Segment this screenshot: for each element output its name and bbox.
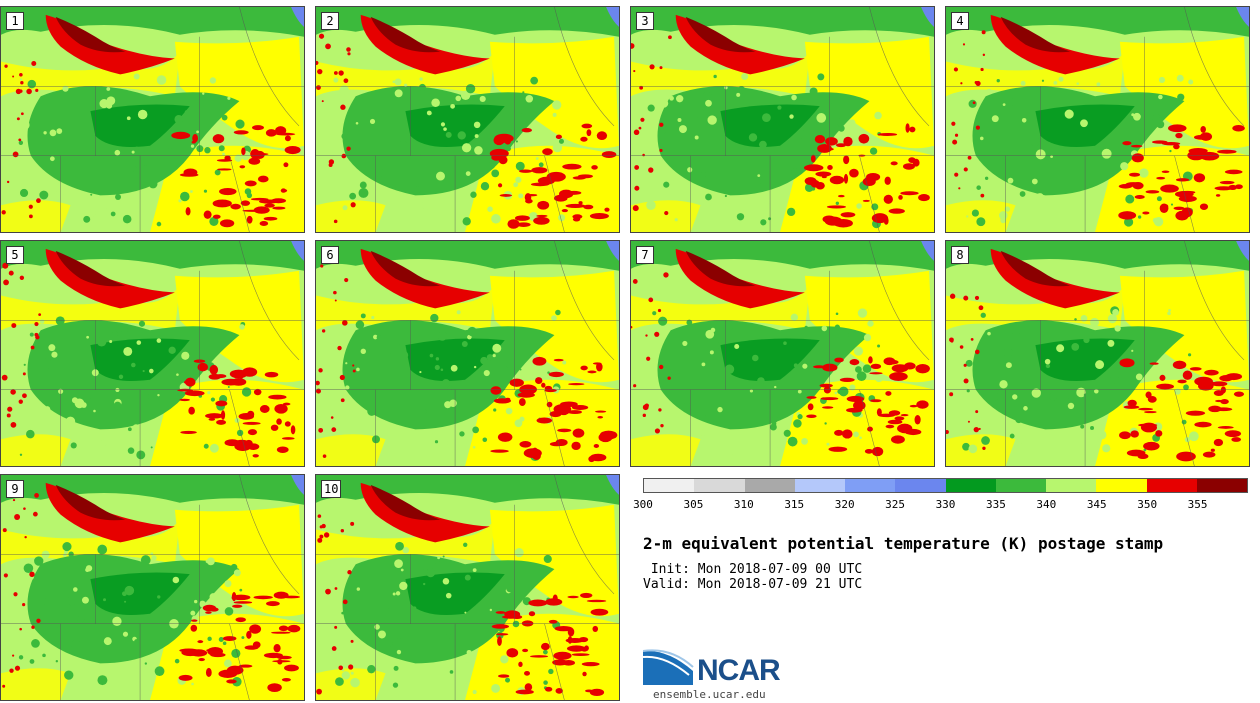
colorbar-tick-label: 315 bbox=[784, 498, 805, 511]
colorbar bbox=[643, 478, 1248, 493]
colorbar-swatch bbox=[1146, 479, 1197, 492]
member-number-label: 10 bbox=[321, 480, 342, 498]
colorbar-tick-label: 350 bbox=[1137, 498, 1158, 511]
map-stamp: 5 bbox=[0, 240, 305, 467]
init-time: Init: Mon 2018-07-09 00 UTC bbox=[643, 562, 863, 577]
member-number-label: 3 bbox=[636, 12, 654, 30]
colorbar-tick-label: 305 bbox=[683, 498, 704, 511]
colorbar-swatch bbox=[895, 479, 946, 492]
ncar-logo-icon bbox=[643, 649, 694, 685]
colorbar-tick-label: 325 bbox=[885, 498, 906, 511]
colorbar-tick-label: 345 bbox=[1086, 498, 1107, 511]
colorbar-tick-label: 310 bbox=[733, 498, 754, 511]
member-number-label: 6 bbox=[321, 246, 339, 264]
map-stamp: 4 bbox=[945, 6, 1250, 233]
colorbar-swatch bbox=[694, 479, 745, 492]
ncar-logo-text: NCAR bbox=[697, 654, 781, 687]
figure-title: 2-m equivalent potential temperature (K)… bbox=[643, 534, 1164, 553]
map-stamp: 3 bbox=[630, 6, 935, 233]
colorbar-swatch bbox=[744, 479, 795, 492]
colorbar-swatch bbox=[1096, 479, 1147, 492]
map-stamp: 10 bbox=[315, 474, 620, 701]
colorbar-tick-label: 330 bbox=[935, 498, 956, 511]
colorbar-tick-label: 300 bbox=[633, 498, 653, 511]
map-stamp: 1 bbox=[0, 6, 305, 233]
colorbar-swatch bbox=[644, 479, 695, 492]
colorbar-swatch bbox=[1046, 479, 1097, 492]
map-stamp: 2 bbox=[315, 6, 620, 233]
colorbar-swatch bbox=[945, 479, 996, 492]
colorbar-tick-label: 355 bbox=[1187, 498, 1208, 511]
member-number-label: 5 bbox=[6, 246, 24, 264]
map-stamp: 7 bbox=[630, 240, 935, 467]
colorbar-tick-label: 320 bbox=[834, 498, 855, 511]
colorbar-ticks: 300 305 310 315 320 325 330 335 340 345 350 355 bbox=[633, 498, 1248, 514]
colorbar-tick-label: 335 bbox=[985, 498, 1006, 511]
colorbar-swatch bbox=[794, 479, 845, 492]
member-number-label: 2 bbox=[321, 12, 339, 30]
member-number-label: 7 bbox=[636, 246, 654, 264]
map-stamp: 9 bbox=[0, 474, 305, 701]
member-number-label: 4 bbox=[951, 12, 969, 30]
map-stamp: 8 bbox=[945, 240, 1250, 467]
map-stamp: 6 bbox=[315, 240, 620, 467]
member-number-label: 1 bbox=[6, 12, 24, 30]
colorbar-swatch bbox=[845, 479, 896, 492]
member-number-label: 9 bbox=[6, 480, 24, 498]
colorbar-swatch bbox=[995, 479, 1046, 492]
member-number-label: 8 bbox=[951, 246, 969, 264]
valid-time: Valid: Mon 2018-07-09 21 UTC bbox=[643, 577, 863, 592]
colorbar-swatch bbox=[1196, 479, 1247, 492]
colorbar-tick-label: 340 bbox=[1036, 498, 1057, 511]
website-url: ensemble.ucar.edu bbox=[653, 688, 766, 701]
